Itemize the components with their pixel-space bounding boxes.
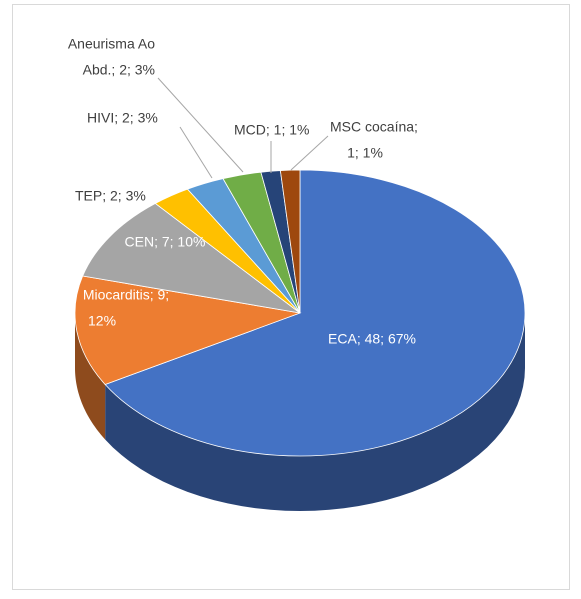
data-label: Abd.; 2; 3%: [83, 62, 155, 78]
data-label: MCD; 1; 1%: [234, 122, 309, 138]
leader-line: [157, 77, 244, 173]
data-label: Miocarditis; 9;: [83, 287, 169, 303]
data-label: 12%: [88, 313, 116, 329]
data-label: HIVI; 2; 3%: [87, 110, 158, 126]
data-label: Aneurisma Ao: [68, 36, 155, 52]
slice: [279, 169, 301, 314]
data-label: CEN; 7; 10%: [125, 234, 206, 250]
leader-line: [179, 126, 213, 179]
data-label: TEP; 2; 3%: [75, 188, 146, 204]
data-label: ECA; 48; 67%: [328, 331, 416, 347]
data-label: 1; 1%: [347, 145, 383, 161]
slice-side: [75, 313, 106, 440]
slice: [104, 169, 526, 457]
slice: [74, 275, 302, 385]
data-label: MSC cocaína;: [330, 119, 418, 135]
leader-line: [290, 135, 329, 171]
slice: [82, 202, 301, 314]
slice-side: [105, 313, 525, 511]
